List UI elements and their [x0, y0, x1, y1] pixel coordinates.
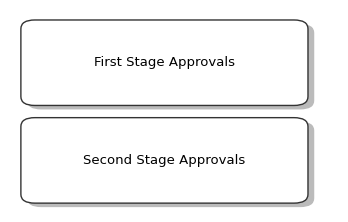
Text: First Stage Approvals: First Stage Approvals	[94, 56, 235, 69]
FancyBboxPatch shape	[27, 24, 314, 109]
FancyBboxPatch shape	[21, 20, 308, 105]
Text: Second Stage Approvals: Second Stage Approvals	[83, 154, 246, 167]
FancyBboxPatch shape	[27, 122, 314, 207]
FancyBboxPatch shape	[21, 118, 308, 203]
